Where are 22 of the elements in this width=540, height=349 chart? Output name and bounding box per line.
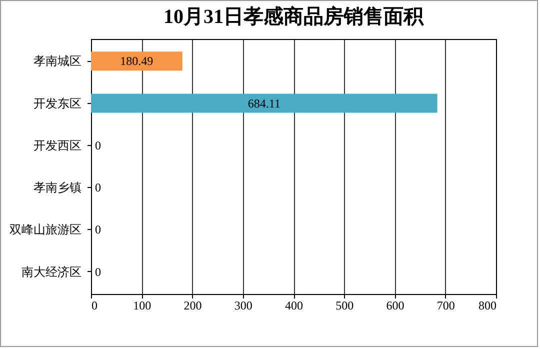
y-tick-label: 南大经济区 <box>22 264 82 279</box>
x-tick-label: 700 <box>436 298 455 312</box>
y-tick-label: 孝南城区 <box>34 54 82 68</box>
data-label: 0 <box>95 222 101 237</box>
y-tick-label: 开发西区 <box>34 138 82 152</box>
x-tick-label: 200 <box>184 298 202 312</box>
x-tick-label: 300 <box>234 298 252 312</box>
x-tick-label: 800 <box>478 298 496 312</box>
y-tick-label: 孝南乡镇 <box>34 180 82 195</box>
x-tick-label: 100 <box>133 298 152 312</box>
x-tick-label: 0 <box>92 298 98 312</box>
data-label: 180.49 <box>120 54 154 68</box>
y-tick-label: 双峰山旅游区 <box>10 222 82 237</box>
chart-title: 10月31日孝感商品房销售面积 <box>164 5 424 28</box>
data-label: 0 <box>95 180 101 195</box>
x-tick-label: 500 <box>336 298 354 312</box>
data-label: 0 <box>95 138 101 152</box>
data-label: 0 <box>95 264 101 279</box>
x-tick-label: 400 <box>285 298 303 312</box>
data-label: 684.11 <box>248 96 280 110</box>
y-tick-label: 开发东区 <box>34 96 82 110</box>
x-tick-label: 600 <box>386 298 404 312</box>
